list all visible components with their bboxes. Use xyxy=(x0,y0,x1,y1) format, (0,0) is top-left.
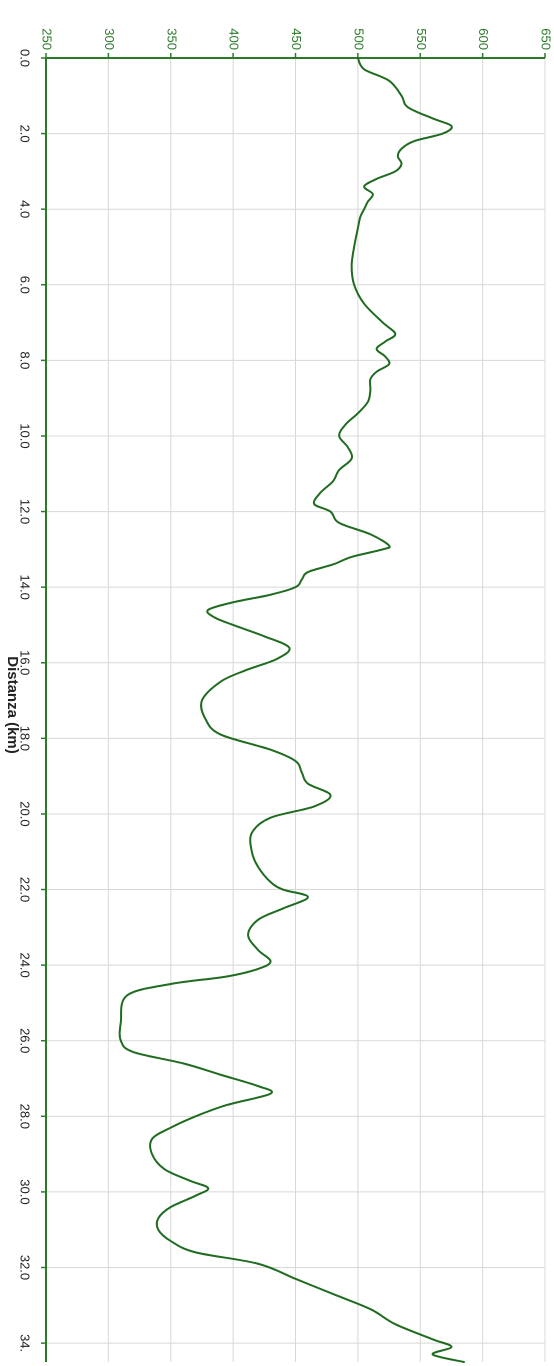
distance-tick-label: 16.0 xyxy=(18,650,33,675)
distance-tick-label: 8.0 xyxy=(18,351,33,369)
tick-label-layer: 250 300 350 400 450 500 550 600 650 0.0 2.0 4.0 6.0 8… xyxy=(18,28,554,1352)
distance-tick-label: 30.0 xyxy=(18,1179,33,1204)
elevation-tick-label: 400 xyxy=(227,28,242,50)
axis-layer xyxy=(41,53,546,1362)
elevation-tick-label: 250 xyxy=(40,28,55,50)
distance-tick-label: 0.0 xyxy=(18,49,33,67)
distance-tick-label: 24.0 xyxy=(18,952,33,977)
grid-layer xyxy=(46,58,546,1362)
distance-tick-label: 28.0 xyxy=(18,1104,33,1129)
elevation-series-line-0 xyxy=(118,57,465,1363)
elevation-tick-label: 350 xyxy=(164,28,179,50)
distance-tick-label: 34. xyxy=(18,1334,33,1352)
distance-tick-label: 2.0 xyxy=(18,125,33,143)
x-axis-title: Distanza (km) xyxy=(4,656,21,754)
distance-tick-label: 32.0 xyxy=(18,1255,33,1280)
elevation-tick-label: 300 xyxy=(102,28,117,50)
distance-tick-label: 22.0 xyxy=(18,877,33,902)
distance-tick-label: 20.0 xyxy=(18,801,33,826)
distance-tick-label: 18.0 xyxy=(18,726,33,751)
elevation-tick-label: 550 xyxy=(414,28,429,50)
series-layer xyxy=(118,57,465,1363)
elevation-tick-label: 600 xyxy=(476,28,491,50)
distance-tick-label: 4.0 xyxy=(18,200,33,218)
elevation-tick-label: 450 xyxy=(289,28,304,50)
distance-tick-label: 6.0 xyxy=(18,276,33,294)
distance-tick-label: 12.0 xyxy=(18,499,33,524)
distance-tick-label: 10.0 xyxy=(18,423,33,448)
elevation-tick-label: 650 xyxy=(539,28,554,50)
distance-tick-label: 14.0 xyxy=(18,575,33,600)
distance-tick-label: 26.0 xyxy=(18,1028,33,1053)
elevation-tick-label: 500 xyxy=(351,28,366,50)
